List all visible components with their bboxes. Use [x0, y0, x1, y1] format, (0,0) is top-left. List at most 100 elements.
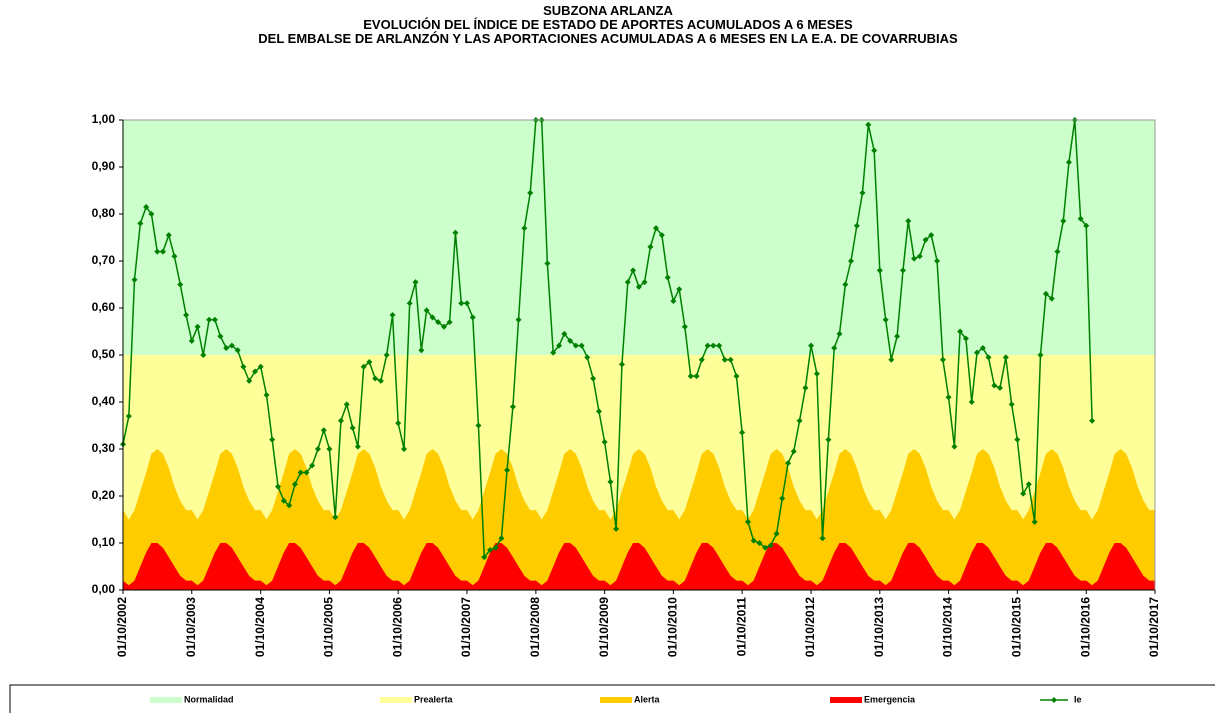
legend-label: Alerta [634, 694, 661, 704]
data-point [269, 436, 276, 443]
data-point [171, 253, 178, 260]
data-point [463, 300, 470, 307]
data-point [509, 403, 516, 410]
data-point [796, 417, 803, 424]
data-point [211, 316, 218, 323]
data-point [859, 189, 866, 196]
data-point [584, 354, 591, 361]
threshold-area [123, 543, 1155, 590]
data-point [337, 417, 344, 424]
y-tick-label: 0,80 [92, 206, 116, 220]
chart-title: DEL EMBALSE DE ARLANZÓN Y LAS APORTACION… [258, 31, 958, 46]
legend-swatch [830, 697, 862, 703]
y-tick-label: 0,20 [92, 488, 116, 502]
data-point [698, 356, 705, 363]
data-point [246, 377, 253, 384]
data-point [354, 443, 361, 450]
data-point [790, 448, 797, 455]
data-point [739, 429, 746, 436]
data-point [831, 344, 838, 351]
data-point [721, 356, 728, 363]
x-tick-label: 01/10/2013 [872, 597, 886, 657]
data-point [314, 446, 321, 452]
data-point [469, 314, 476, 321]
threshold-area [123, 449, 1155, 590]
x-tick-label: 01/10/2004 [253, 597, 267, 657]
data-point [974, 349, 981, 356]
data-point [630, 267, 637, 274]
data-point [979, 344, 986, 351]
data-point [561, 330, 568, 337]
data-point [1077, 215, 1084, 222]
data-point [1025, 481, 1032, 488]
legend-swatch [1051, 697, 1057, 703]
data-point [440, 323, 447, 330]
data-point [217, 333, 224, 340]
data-point [223, 344, 230, 351]
data-point [813, 370, 820, 377]
data-point [1042, 290, 1049, 297]
data-point [349, 424, 356, 431]
data-point [567, 337, 574, 344]
data-point [177, 281, 184, 288]
data-point [716, 342, 723, 349]
data-point [853, 222, 860, 229]
data-point [320, 427, 327, 434]
data-point [945, 394, 952, 401]
data-point [1054, 248, 1061, 255]
data-point [1060, 218, 1067, 225]
data-point [762, 544, 769, 551]
data-point [291, 481, 298, 488]
data-point [389, 312, 396, 319]
data-point [578, 342, 585, 349]
y-tick-label: 0,90 [92, 159, 116, 173]
data-point [343, 401, 350, 408]
x-tick-label: 01/10/2005 [322, 597, 336, 657]
data-point [515, 316, 522, 323]
data-point [326, 446, 333, 452]
x-tick-label: 01/10/2002 [115, 597, 129, 657]
legend-label: Normalidad [184, 694, 234, 704]
data-point [922, 236, 929, 243]
data-point [911, 255, 918, 262]
data-point [756, 540, 763, 546]
data-point [257, 363, 264, 370]
y-tick-label: 0,50 [92, 347, 116, 361]
data-point [607, 478, 614, 485]
data-point [504, 467, 511, 474]
legend: Normalidad Prealerta Alerta Emergencia Ie [150, 694, 1082, 704]
data-point [183, 312, 190, 319]
data-point [647, 243, 654, 250]
y-tick-label: 0,70 [92, 253, 116, 267]
data-point [137, 220, 144, 227]
legend-swatch [150, 697, 182, 703]
data-point [556, 342, 563, 349]
data-point [871, 147, 878, 154]
legend-label: Prealerta [414, 694, 454, 704]
data-point [131, 276, 138, 283]
data-point [194, 323, 201, 330]
data-point [802, 384, 809, 391]
x-tick-label: 01/10/2008 [528, 597, 542, 657]
data-point [773, 530, 780, 537]
data-point [240, 363, 247, 370]
y-tick-label: 0,40 [92, 394, 116, 408]
data-point [1065, 159, 1072, 166]
data-point [727, 356, 734, 363]
data-point [143, 203, 150, 210]
data-point [303, 469, 310, 476]
data-point [653, 225, 660, 232]
data-point [635, 283, 642, 290]
data-point [458, 300, 465, 307]
data-point [412, 279, 419, 286]
data-point [779, 495, 786, 502]
data-point [492, 544, 499, 551]
data-point [297, 469, 304, 476]
data-point [377, 377, 384, 384]
data-point [527, 189, 534, 196]
data-point [252, 368, 259, 375]
data-point [681, 323, 688, 330]
data-point [899, 267, 906, 274]
data-point [882, 316, 889, 323]
